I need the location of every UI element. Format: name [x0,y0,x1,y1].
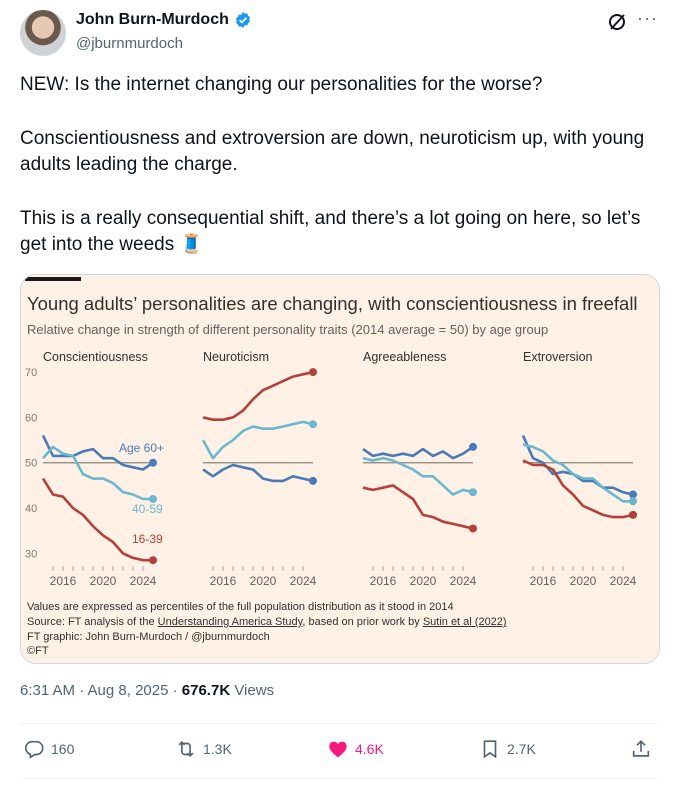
series-line [41,434,154,471]
series-line [201,420,314,460]
y-tick-label: 50 [25,458,37,470]
x-tick-label: 2020 [570,574,597,588]
reply-icon [24,740,44,759]
series-line [522,459,634,519]
y-tick-label: 70 [25,367,37,379]
series-line [522,443,633,503]
x-tick-label: 2016 [370,574,397,588]
tweet-paragraph: This is a really consequential shift, an… [20,207,646,256]
y-tick-label: 30 [25,548,37,560]
tweet-meta: 6:31 AM · Aug 8, 2025 · 676.7K Views [20,682,274,699]
series-line [41,477,153,562]
views-label: Views [230,682,275,699]
share-icon [632,740,650,757]
series-label: 16-39 [132,532,163,546]
tweet-paragraph: Conscientiousness and extroversion are d… [20,127,650,176]
verified-badge-icon [235,12,250,28]
series-line [42,445,153,501]
like-count: 4.6K [355,741,384,757]
author-name-row[interactable]: John Burn-Murdoch [76,11,252,29]
source-link-uas[interactable]: Understanding America Study [157,616,303,628]
chart-plot: 30 40 50 60 70 Conscientiousness 2016 2020 2024 N… [25,350,637,588]
series-end-dot [309,420,317,429]
divider [20,723,658,724]
panel-title: Conscientiousness [43,350,148,364]
share-button[interactable] [630,738,652,760]
series-end-dot [309,368,317,377]
x-tick-label: 2020 [90,574,117,588]
like-button[interactable]: 4.6K [327,738,384,760]
source-link-sutin[interactable]: Sutin et al (2022) [422,616,507,628]
x-tick-label: 2024 [130,574,157,588]
series-line [362,484,474,530]
series-end-dot [469,488,477,497]
heart-icon [329,741,347,758]
bookmark-icon [483,740,497,759]
views-count: 676.7K [181,682,231,699]
series-end-dot [629,497,637,506]
divider [20,778,658,779]
series-line [202,370,314,421]
series-line [362,445,474,460]
author-name[interactable]: John Burn-Murdoch [76,11,229,28]
reply-count: 160 [51,741,75,757]
series-label: 40-59 [132,502,163,516]
y-tick-label: 40 [25,503,37,515]
series-end-dot [309,476,317,485]
x-tick-label: 2016 [210,574,237,588]
author-handle[interactable]: @jburnmurdoch [76,35,183,52]
tweet-text: NEW: Is the internet changing our person… [20,72,660,286]
bookmark-count: 2.7K [507,741,536,757]
chart-image[interactable]: Young adults’ personalities are changing… [20,274,660,664]
series-label: Age 60+ [119,441,164,455]
panel-title: Neuroticism [203,350,269,364]
footnote-values: Values are expressed as percentiles of t… [27,601,454,613]
y-tick-label: 60 [25,412,37,424]
reply-button[interactable]: 160 [23,738,74,760]
footnote-copyright: ©FT [27,645,49,657]
bookmark-button[interactable]: 2.7K [479,738,536,760]
repost-count: 1.3K [203,741,232,757]
panel-title: Extroversion [523,350,593,364]
x-tick-label: 2024 [450,574,477,588]
footnote-source-prefix: Source: FT analysis of the [27,616,158,628]
footnote-credit: FT graphic: John Burn-Murdoch / @jburnmu… [27,631,270,643]
chart-subtitle: Relative change in strength of different… [27,322,549,337]
series-end-dot [469,442,477,451]
avatar[interactable] [20,10,66,56]
footnote-source: Source: FT analysis of the Understanding… [27,616,507,628]
x-tick-label: 2024 [290,574,317,588]
series-end-dot [149,556,157,565]
timestamp[interactable]: 6:31 AM · Aug 8, 2025 · [20,682,182,699]
series-line [202,463,314,483]
chart-title: Young adults’ personalities are changing… [27,293,638,314]
x-tick-label: 2016 [530,574,557,588]
series-end-dot [469,524,477,533]
series-end-dot [629,490,637,499]
grok-icon[interactable] [607,12,627,32]
series-end-dot [629,510,637,519]
action-bar: 160 1.3K 4.6K 2.7K [20,738,658,766]
more-options-icon[interactable]: ··· [637,8,658,28]
x-tick-label: 2020 [410,574,437,588]
footnote-source-mid: , based on prior work by [302,616,423,628]
x-tick-label: 2020 [250,574,277,588]
repost-icon [178,740,194,758]
panel-title: Agreeableness [363,350,446,364]
x-tick-label: 2024 [610,574,637,588]
series-line [362,456,474,496]
repost-button[interactable]: 1.3K [175,738,232,760]
x-tick-label: 2016 [50,574,77,588]
series-end-dot [149,458,157,467]
ft-brand-bar [25,277,81,281]
series-end-dot [149,495,157,503]
tweet-paragraph: NEW: Is the internet changing our person… [20,74,543,95]
